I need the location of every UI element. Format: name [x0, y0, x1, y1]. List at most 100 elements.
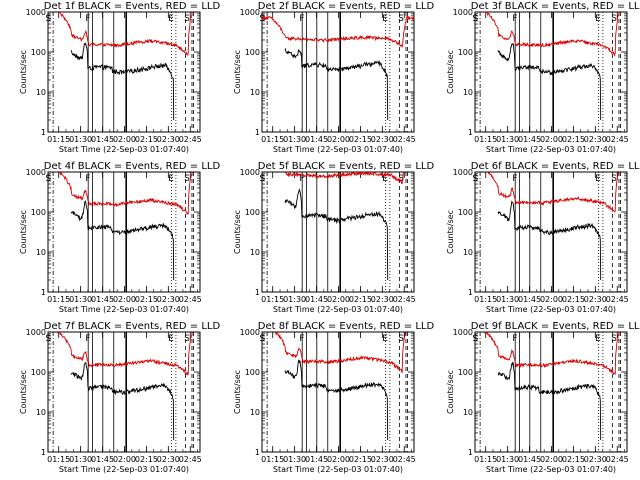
plot-frame: [474, 11, 628, 133]
y-tick-label: 10: [250, 88, 260, 97]
marker-label: S: [45, 14, 51, 24]
y-tick-label: 1: [468, 288, 473, 297]
plot-frame: [47, 331, 201, 453]
x-axis-label: Start Time (22-Sep-03 01:07:40): [486, 305, 616, 314]
y-tick-label: 10: [463, 88, 473, 97]
plot-frame: [261, 11, 415, 133]
panel-1: Det 1f BLACK = Events, RED = LLD 1 10 100 10…: [19, 1, 220, 154]
x-tick-label: 02:30: [157, 295, 180, 304]
y-tick-label: 10: [463, 408, 473, 417]
x-tick-label: 01:15: [47, 455, 70, 464]
x-tick-label: 02:45: [393, 295, 416, 304]
y-axis-label: Counts/sec: [233, 370, 242, 414]
x-tick-label: 02:45: [179, 135, 202, 144]
marker-label: S: [259, 334, 265, 344]
series-lld-line: [475, 332, 625, 376]
x-tick-label: 01:45: [305, 135, 328, 144]
y-axis-label: Counts/sec: [446, 50, 455, 94]
plot-frame: [47, 11, 201, 133]
x-tick-label: 01:30: [496, 455, 519, 464]
marker-label: S: [184, 14, 190, 24]
x-axis-label: Start Time (22-Sep-03 01:07:40): [59, 465, 189, 474]
panel-2: Det 2f BLACK = Events, RED = LLD 1 10 100 10…: [233, 1, 434, 154]
x-tick-label: 01:45: [91, 295, 114, 304]
y-tick-label: 10: [36, 88, 46, 97]
plot-frame: [261, 331, 415, 453]
y-tick-label: 1000: [240, 8, 260, 17]
x-axis-label: Start Time (22-Sep-03 01:07:40): [59, 145, 189, 154]
series-events-line: [497, 43, 602, 121]
x-tick-label: 01:30: [496, 135, 519, 144]
y-tick-label: 100: [31, 48, 46, 57]
panel-title: Det 6f BLACK = Events, RED = LLD: [471, 161, 640, 172]
y-tick-label: 1000: [26, 8, 46, 17]
y-tick-label: 1: [468, 448, 473, 457]
y-tick-label: 1000: [240, 168, 260, 177]
y-tick-label: 1000: [26, 168, 46, 177]
marker-label: S: [472, 174, 478, 184]
x-tick-label: 02:45: [393, 455, 416, 464]
y-tick-label: 100: [31, 368, 46, 377]
x-tick-label: 01:30: [69, 455, 92, 464]
y-tick-label: 100: [458, 48, 473, 57]
panel-6: Det 6f BLACK = Events, RED = LLD 1 10 100 10…: [446, 161, 640, 314]
panel-title: Det 2f BLACK = Events, RED = LLD: [258, 1, 435, 12]
x-tick-label: 01:15: [47, 295, 70, 304]
x-tick-label: 02:30: [584, 295, 607, 304]
panel-4: Det 4f BLACK = Events, RED = LLD 1 10 100 10…: [19, 161, 220, 314]
series-lld-line: [48, 12, 199, 56]
x-tick-label: 02:00: [540, 455, 563, 464]
x-tick-label: 02:15: [562, 295, 585, 304]
x-tick-label: 01:15: [474, 295, 497, 304]
x-tick-label: 01:45: [305, 455, 328, 464]
x-tick-label: 02:00: [327, 295, 350, 304]
x-tick-label: 02:45: [606, 455, 629, 464]
x-tick-label: 01:15: [47, 135, 70, 144]
x-tick-label: 02:15: [562, 135, 585, 144]
series-lld-line: [50, 332, 200, 376]
x-tick-label: 02:30: [584, 455, 607, 464]
x-tick-label: 02:30: [157, 455, 180, 464]
marker-label: S: [611, 174, 617, 184]
y-axis-label: Counts/sec: [19, 210, 28, 254]
y-tick-label: 100: [31, 208, 46, 217]
y-tick-label: 1: [41, 288, 46, 297]
marker-label: S: [398, 334, 404, 344]
marker-label: S: [398, 14, 404, 24]
series-lld-line: [262, 14, 414, 48]
y-tick-label: 100: [245, 48, 260, 57]
y-tick-label: 1000: [240, 328, 260, 337]
marker-label: S: [184, 174, 190, 184]
series-lld-line: [284, 172, 404, 185]
panel-title: Det 7f BLACK = Events, RED = LLD: [44, 321, 221, 332]
x-axis-label: Start Time (22-Sep-03 01:07:40): [273, 305, 403, 314]
x-tick-label: 02:30: [584, 135, 607, 144]
y-tick-label: 1: [255, 288, 260, 297]
x-tick-label: 01:15: [261, 295, 284, 304]
y-tick-label: 1000: [453, 168, 473, 177]
marker-label: S: [45, 174, 51, 184]
x-tick-label: 01:30: [69, 295, 92, 304]
x-tick-label: 01:45: [518, 455, 541, 464]
plot-frame: [474, 171, 628, 293]
marker-label: S: [45, 334, 51, 344]
panel-title: Det 5f BLACK = Events, RED = LLD: [258, 161, 435, 172]
x-tick-label: 01:45: [91, 135, 114, 144]
x-tick-label: 02:00: [540, 135, 563, 144]
plot-frame: [47, 171, 201, 293]
x-tick-label: 02:15: [135, 455, 158, 464]
y-tick-label: 1000: [26, 328, 46, 337]
x-tick-label: 02:45: [179, 455, 202, 464]
marker-label: S: [184, 334, 190, 344]
x-tick-label: 01:15: [474, 135, 497, 144]
x-tick-label: 01:30: [283, 295, 306, 304]
x-tick-label: 02:45: [606, 295, 629, 304]
x-tick-label: 02:00: [327, 455, 350, 464]
x-tick-label: 02:00: [113, 135, 136, 144]
y-tick-label: 1: [255, 448, 260, 457]
marker-label: S: [398, 174, 404, 184]
panel-5: Det 5f BLACK = Events, RED = LLD 1 10 100 10…: [233, 161, 434, 314]
marker-label: S: [611, 14, 617, 24]
x-tick-label: 02:15: [349, 135, 372, 144]
